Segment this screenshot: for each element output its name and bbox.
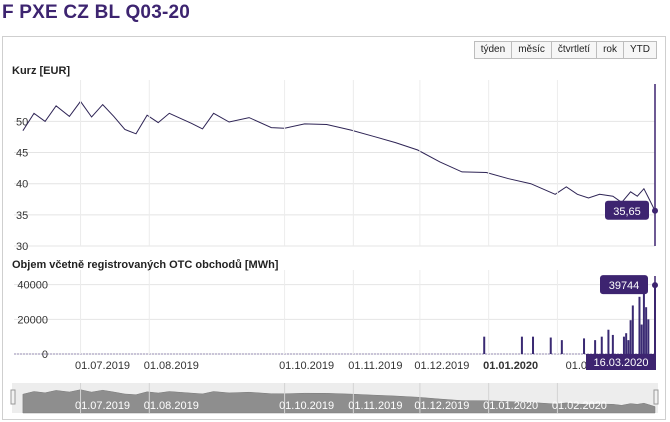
volume-bar (607, 329, 610, 354)
range-month-button[interactable]: měsíc (511, 41, 552, 59)
x-tick-label: 01.12.2019 (414, 360, 469, 372)
price-last-value-badge (605, 200, 649, 220)
price-tick-label: 40 (16, 179, 28, 191)
navigator-tick-label: 01.02.2020 (552, 400, 607, 412)
navigator-area (22, 389, 656, 414)
navigator-tick-label: 01.01.2020 (483, 400, 538, 412)
price-panel-title: Kurz [EUR] (12, 65, 70, 77)
cursor-date-label: 16.03.2020 (593, 357, 648, 369)
volume-bar (483, 336, 486, 354)
volume-bar (627, 340, 630, 354)
x-tick-label: 01.11.2019 (348, 360, 402, 372)
price-tick-label: 30 (16, 241, 28, 253)
price-last-value-label: 35,65 (613, 206, 641, 218)
chart-panel: týden měsíc čtvrtletí rok YTD (2, 36, 666, 420)
navigator-right-handle[interactable] (653, 389, 659, 405)
volume-bar (622, 336, 625, 354)
price-tick-label: 35 (16, 210, 28, 222)
price-series-line (22, 100, 656, 212)
volume-last-value-badge (600, 275, 648, 295)
volume-bar (640, 324, 643, 354)
range-ytd-button[interactable]: YTD (623, 41, 657, 59)
volume-last-value-label: 39744 (609, 280, 640, 292)
range-selector: týden měsíc čtvrtletí rok YTD (473, 41, 657, 59)
volume-bar (532, 336, 535, 354)
cursor-date-badge (586, 354, 656, 370)
volume-tick-label: 20000 (17, 314, 48, 326)
range-week-button[interactable]: týden (473, 41, 513, 59)
navigator-tick-label: 01.11.2019 (348, 400, 402, 412)
volume-bar (600, 336, 603, 354)
page-title: F PXE CZ BL Q03-20 (2, 2, 191, 23)
volume-tick-label: 40000 (17, 280, 48, 292)
x-tick-label: 01.10.2019 (279, 360, 334, 372)
price-last-point (652, 207, 658, 214)
volume-bar (647, 319, 650, 354)
volume-tick-label: 0 (42, 349, 48, 361)
x-tick-label: 01.01.2020 (483, 360, 538, 372)
price-tick-label: 45 (16, 148, 28, 160)
x-tick-label: 01.08.2019 (144, 360, 199, 372)
volume-bar (631, 305, 634, 354)
volume-bar (583, 338, 586, 354)
navigator-tick-label: 01.08.2019 (144, 400, 199, 412)
volume-bar (638, 296, 641, 354)
price-tick-label: 50 (16, 116, 28, 128)
volume-bar (642, 291, 645, 354)
volume-bar (594, 340, 597, 354)
navigator-tick-label: 01.12.2019 (414, 400, 469, 412)
volume-bar (549, 337, 552, 354)
volume-last-point (652, 282, 658, 289)
volume-bar (625, 333, 628, 354)
volume-bar (560, 340, 563, 354)
navigator-tick-label: 01.10.2019 (279, 400, 334, 412)
navigator-tick-label: 01.07.2019 (75, 400, 130, 412)
volume-bar (645, 307, 648, 354)
volume-bar (520, 336, 523, 354)
volume-bar (629, 320, 632, 354)
volume-bar (611, 334, 614, 354)
volume-panel-title: Objem včetně registrovaných OTC obchodů … (12, 259, 279, 271)
x-tick-label: 01.07.2019 (75, 360, 130, 372)
navigator-left-handle[interactable] (10, 389, 16, 405)
